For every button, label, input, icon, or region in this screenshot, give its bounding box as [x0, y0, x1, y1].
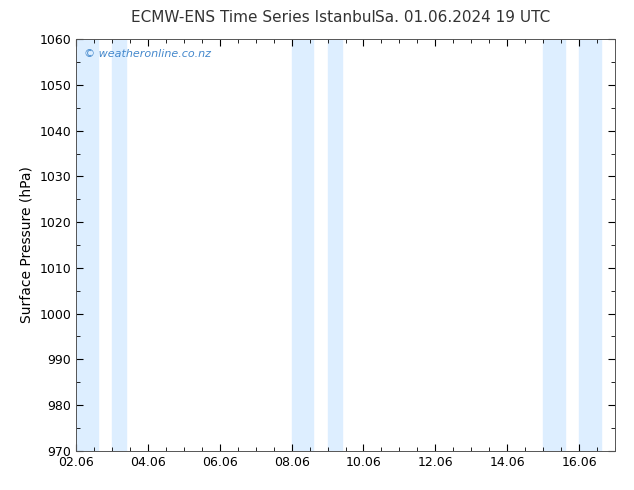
Text: © weatheronline.co.nz: © weatheronline.co.nz	[84, 49, 211, 59]
Bar	[112, 39, 126, 451]
Text: Sa. 01.06.2024 19 UTC: Sa. 01.06.2024 19 UTC	[375, 10, 550, 25]
Y-axis label: Surface Pressure (hPa): Surface Pressure (hPa)	[20, 167, 34, 323]
Bar	[76, 39, 98, 451]
Text: ECMW-ENS Time Series Istanbul: ECMW-ENS Time Series Istanbul	[131, 10, 376, 25]
Bar	[292, 39, 313, 451]
Bar	[328, 39, 342, 451]
Bar	[543, 39, 565, 451]
Bar	[579, 39, 600, 451]
